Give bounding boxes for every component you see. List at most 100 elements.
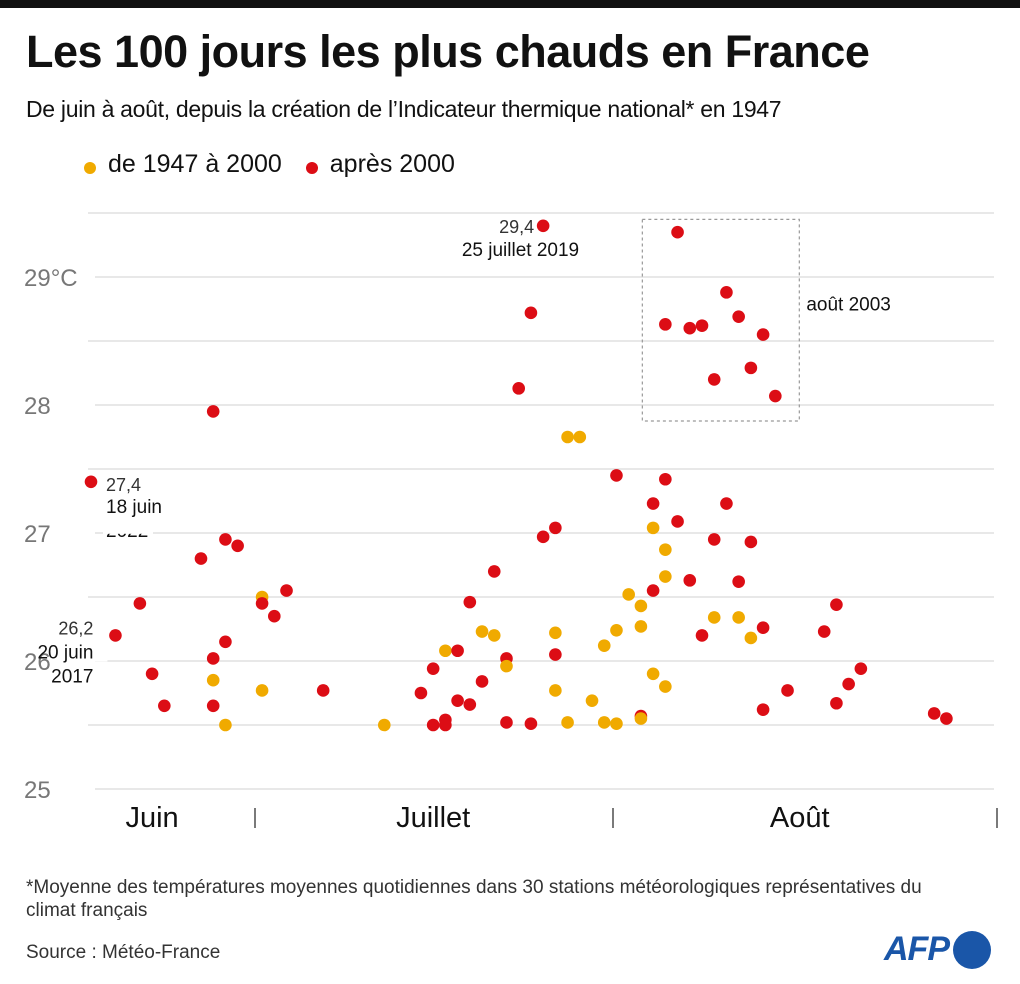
- data-point-post2000: [769, 389, 782, 403]
- annotation-value: 29,4: [499, 217, 534, 237]
- y-tick-label: 27: [24, 521, 51, 548]
- data-point-post2000: [109, 629, 122, 642]
- chart-subtitle: De juin à août, depuis la création de l’…: [26, 96, 782, 122]
- data-point-post2000: [536, 530, 550, 544]
- data-point-post2000: [194, 552, 208, 565]
- data-point-post2000: [732, 310, 745, 323]
- y-axis-ticks: 25 26 27 28 29°C: [24, 265, 78, 804]
- data-point-pre2000: [659, 680, 672, 693]
- data-point-post2000: [695, 629, 709, 642]
- legend-item-pre2000: de 1947 à 2000: [84, 150, 282, 179]
- data-point-pre2000: [561, 430, 574, 444]
- data-point-pre2000: [622, 588, 635, 601]
- data-point-post2000: [646, 584, 660, 597]
- data-point-post2000: [549, 521, 562, 535]
- data-point-post2000: [206, 699, 220, 713]
- legend-dot-post2000: [305, 161, 318, 174]
- data-point-post2000: [744, 535, 758, 549]
- data-point-post2000: [316, 684, 330, 697]
- data-point-post2000: [927, 707, 941, 720]
- annotation-value: 27,4: [106, 475, 141, 495]
- data-point-post2000: [268, 609, 281, 623]
- data-point-post2000: [830, 696, 843, 710]
- data-point-post2000: [610, 469, 623, 482]
- chart-title: Les 100 jours les plus chauds en France: [26, 26, 870, 77]
- data-point-pre2000: [610, 717, 623, 731]
- x-month-label: Août: [770, 802, 830, 834]
- legend: de 1947 à 2000 après 2000: [84, 150, 479, 179]
- x-month-label: Juin: [125, 802, 178, 834]
- data-point-post2000: [475, 675, 489, 688]
- data-point-post2000: [756, 328, 770, 341]
- legend-label-pre2000: de 1947 à 2000: [108, 150, 282, 178]
- data-point-pre2000: [561, 716, 574, 729]
- data-point-pre2000: [487, 629, 501, 642]
- data-point-post2000: [451, 644, 464, 658]
- data-point-pre2000: [219, 718, 232, 732]
- data-point-pre2000: [634, 712, 648, 725]
- data-point-post2000: [817, 625, 831, 638]
- data-point-post2000: [646, 497, 660, 510]
- data-point-pre2000: [646, 667, 660, 681]
- source: Source : Météo-France: [26, 942, 221, 963]
- data-point-post2000: [720, 286, 733, 299]
- data-point-post2000: [756, 621, 770, 635]
- data-point-pre2000: [439, 644, 452, 658]
- y-tick-label: 25: [24, 777, 51, 804]
- annotation-date: 20 juin: [37, 642, 93, 663]
- data-point-pre2000: [475, 625, 489, 638]
- footnote: *Moyenne des températures moyennes quoti…: [26, 877, 922, 921]
- data-point-post2000: [940, 712, 953, 725]
- data-point-pre2000: [659, 570, 672, 583]
- data-point-post2000: [707, 533, 721, 546]
- data-point-post2000: [512, 382, 525, 395]
- data-point-pre2000: [255, 684, 269, 697]
- legend-item-post2000: après 2000: [305, 150, 455, 179]
- data-point-post2000: [439, 718, 452, 732]
- x-axis: Juin Juillet Août: [125, 802, 998, 834]
- data-point-pre2000: [377, 718, 391, 732]
- annotation-value: 26,2: [58, 618, 93, 638]
- y-tick-label: 28: [24, 393, 51, 420]
- data-point-pre2000: [634, 599, 648, 613]
- data-point-post2000: [206, 652, 220, 665]
- data-point-post2000: [720, 497, 733, 510]
- data-point-post2000: [524, 306, 538, 320]
- data-point-post2000: [487, 565, 501, 578]
- data-point-pre2000: [659, 543, 672, 556]
- data-point-pre2000: [573, 430, 587, 444]
- data-point-post2000: [695, 319, 709, 332]
- data-points: [84, 219, 953, 732]
- data-point-pre2000: [585, 694, 599, 707]
- data-point-post2000: [426, 718, 440, 732]
- afp-logo: AFP: [884, 930, 991, 969]
- data-point-post2000: [255, 597, 269, 610]
- data-point-post2000: [524, 717, 538, 731]
- data-point-pre2000: [707, 611, 721, 624]
- data-point-pre2000: [500, 659, 513, 673]
- data-point-post2000: [732, 575, 745, 588]
- data-point-pre2000: [206, 673, 220, 687]
- data-point-post2000: [426, 662, 440, 675]
- annotation-date: 25 juillet 2019: [462, 240, 579, 261]
- data-point-post2000: [414, 686, 428, 700]
- data-point-pre2000: [744, 631, 758, 645]
- data-point-post2000: [683, 574, 697, 587]
- data-point-post2000: [84, 475, 98, 489]
- annotation-date: 2017: [51, 666, 93, 687]
- data-point-post2000: [830, 598, 843, 611]
- data-point-post2000: [707, 373, 721, 386]
- data-point-post2000: [671, 515, 684, 528]
- annotation-bg: [103, 519, 153, 534]
- data-point-post2000: [451, 694, 464, 707]
- data-point-pre2000: [549, 684, 562, 697]
- data-point-post2000: [683, 321, 697, 335]
- annotation-bg: [53, 649, 108, 662]
- data-point-post2000: [536, 219, 550, 233]
- x-month-label: Juillet: [396, 802, 470, 834]
- data-point-pre2000: [597, 639, 611, 652]
- data-point-post2000: [744, 361, 758, 375]
- legend-label-post2000: après 2000: [329, 150, 455, 178]
- data-point-post2000: [549, 648, 562, 661]
